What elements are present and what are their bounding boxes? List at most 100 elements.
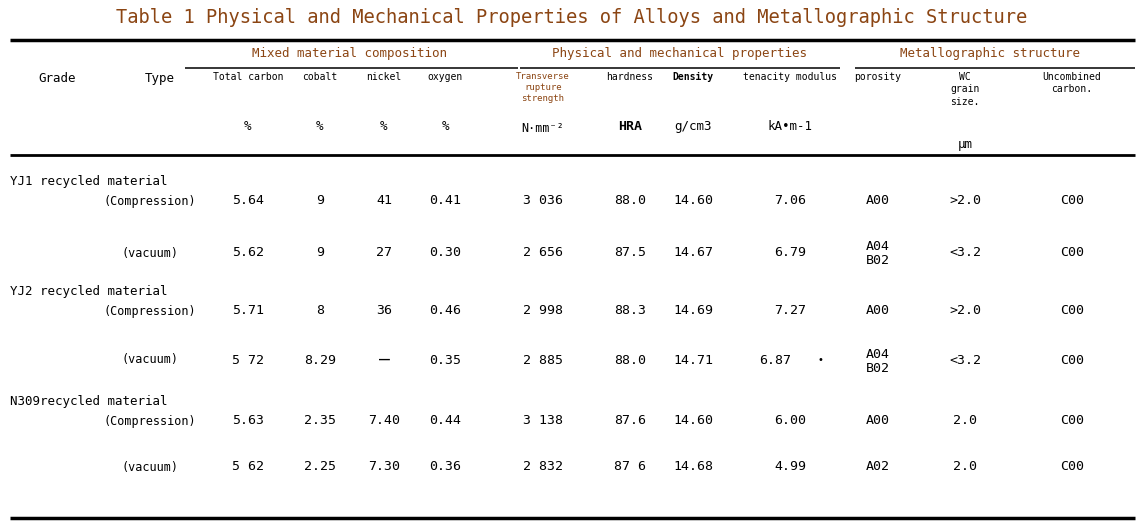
Text: 87.5: 87.5 (614, 247, 646, 259)
Text: WC
grain
size.: WC grain size. (950, 72, 980, 107)
Text: 14.60: 14.60 (673, 414, 713, 428)
Text: 36: 36 (376, 305, 392, 317)
Text: hardness: hardness (607, 72, 654, 82)
Text: A04: A04 (866, 240, 890, 253)
Text: g/cm3: g/cm3 (674, 120, 712, 133)
Text: C00: C00 (1060, 460, 1084, 474)
Text: 0.30: 0.30 (429, 247, 461, 259)
Text: YJ1 recycled material: YJ1 recycled material (10, 174, 167, 187)
Text: 2.25: 2.25 (305, 460, 335, 474)
Text: 27: 27 (376, 247, 392, 259)
Text: 5.71: 5.71 (232, 305, 264, 317)
Text: 0.35: 0.35 (429, 354, 461, 366)
Text: (vacuum): (vacuum) (121, 247, 179, 259)
Text: nickel: nickel (366, 72, 402, 82)
Text: A00: A00 (866, 194, 890, 208)
Text: 2.0: 2.0 (953, 460, 977, 474)
Text: A02: A02 (866, 460, 890, 474)
Text: Table 1 Physical and Mechanical Properties of Alloys and Metallographic Structur: Table 1 Physical and Mechanical Properti… (117, 8, 1027, 27)
Text: Type: Type (145, 72, 175, 85)
Text: 7.27: 7.27 (774, 305, 806, 317)
Text: 87.6: 87.6 (614, 414, 646, 428)
Text: porosity: porosity (854, 72, 901, 82)
Text: Total carbon: Total carbon (213, 72, 283, 82)
Text: 0.36: 0.36 (429, 460, 461, 474)
Text: A04: A04 (866, 347, 890, 361)
Text: 0.46: 0.46 (429, 305, 461, 317)
Text: C00: C00 (1060, 414, 1084, 428)
Text: 2.0: 2.0 (953, 414, 977, 428)
Text: YJ2 recycled material: YJ2 recycled material (10, 285, 167, 297)
Text: 14.69: 14.69 (673, 305, 713, 317)
Text: 5 72: 5 72 (232, 354, 264, 366)
Text: >2.0: >2.0 (949, 305, 981, 317)
Text: 5 62: 5 62 (232, 460, 264, 474)
Text: (vacuum): (vacuum) (121, 354, 179, 366)
Text: 6.00: 6.00 (774, 414, 806, 428)
Text: —: — (379, 351, 389, 369)
Text: μm: μm (957, 138, 972, 151)
Text: 5.63: 5.63 (232, 414, 264, 428)
Text: 2 885: 2 885 (523, 354, 563, 366)
Text: B02: B02 (866, 254, 890, 268)
Text: Transverse
rupture
strength: Transverse rupture strength (516, 72, 570, 103)
Text: %: % (316, 120, 324, 133)
Text: 5.62: 5.62 (232, 247, 264, 259)
Text: HRA: HRA (618, 120, 642, 133)
Text: N309recycled material: N309recycled material (10, 394, 167, 408)
Text: 2 832: 2 832 (523, 460, 563, 474)
Text: kA•m-1: kA•m-1 (767, 120, 813, 133)
Text: 7.30: 7.30 (368, 460, 400, 474)
Text: 0.44: 0.44 (429, 414, 461, 428)
Text: C00: C00 (1060, 247, 1084, 259)
Text: 3 036: 3 036 (523, 194, 563, 208)
Text: 9: 9 (316, 247, 324, 259)
Text: 88.0: 88.0 (614, 194, 646, 208)
Text: 8.29: 8.29 (305, 354, 335, 366)
Text: 14.60: 14.60 (673, 194, 713, 208)
Text: tenacity modulus: tenacity modulus (743, 72, 837, 82)
Text: (Compression): (Compression) (104, 305, 196, 317)
Text: >2.0: >2.0 (949, 194, 981, 208)
Text: C00: C00 (1060, 194, 1084, 208)
Text: •: • (818, 355, 823, 365)
Text: 14.67: 14.67 (673, 247, 713, 259)
Text: C00: C00 (1060, 305, 1084, 317)
Text: C00: C00 (1060, 354, 1084, 366)
Text: Grade: Grade (38, 72, 76, 85)
Text: 5.64: 5.64 (232, 194, 264, 208)
Text: Mixed material composition: Mixed material composition (253, 47, 448, 60)
Text: oxygen: oxygen (427, 72, 463, 82)
Text: cobalt: cobalt (302, 72, 338, 82)
Text: A00: A00 (866, 305, 890, 317)
Text: Uncombined
carbon.: Uncombined carbon. (1043, 72, 1101, 95)
Text: 9: 9 (316, 194, 324, 208)
Text: N·mm⁻²: N·mm⁻² (522, 122, 564, 135)
Text: (Compression): (Compression) (104, 194, 196, 208)
Text: Physical and mechanical properties: Physical and mechanical properties (553, 47, 807, 60)
Text: A00: A00 (866, 414, 890, 428)
Text: (vacuum): (vacuum) (121, 460, 179, 474)
Text: <3.2: <3.2 (949, 354, 981, 366)
Text: <3.2: <3.2 (949, 247, 981, 259)
Text: (Compression): (Compression) (104, 414, 196, 428)
Text: 41: 41 (376, 194, 392, 208)
Text: B02: B02 (866, 362, 890, 374)
Text: %: % (380, 120, 388, 133)
Text: Density: Density (672, 72, 713, 82)
Text: 6.79: 6.79 (774, 247, 806, 259)
Text: Metallographic structure: Metallographic structure (900, 47, 1080, 60)
Text: 88.3: 88.3 (614, 305, 646, 317)
Text: %: % (441, 120, 449, 133)
Text: 8: 8 (316, 305, 324, 317)
Text: 14.68: 14.68 (673, 460, 713, 474)
Text: 2 656: 2 656 (523, 247, 563, 259)
Text: 14.71: 14.71 (673, 354, 713, 366)
Text: %: % (244, 120, 252, 133)
Text: 87 6: 87 6 (614, 460, 646, 474)
Text: 3 138: 3 138 (523, 414, 563, 428)
Text: 4.99: 4.99 (774, 460, 806, 474)
Text: 0.41: 0.41 (429, 194, 461, 208)
Text: 6.87: 6.87 (759, 354, 791, 366)
Text: 7.06: 7.06 (774, 194, 806, 208)
